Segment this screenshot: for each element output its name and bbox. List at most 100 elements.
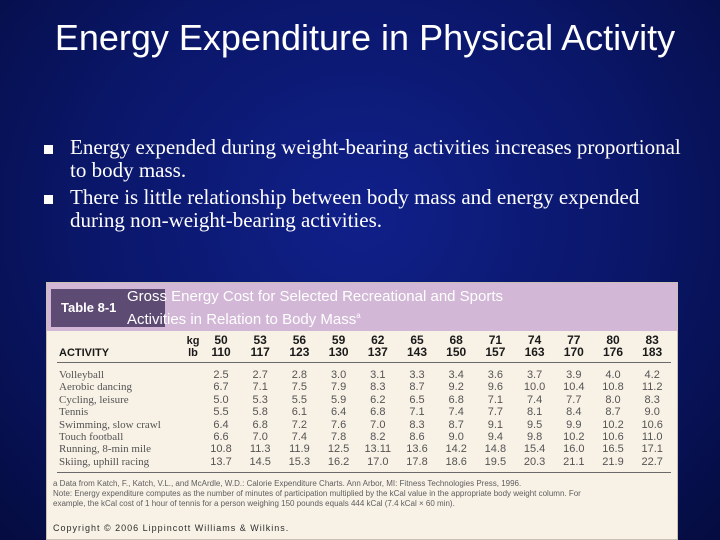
kcal-value: 17.8 xyxy=(406,455,428,468)
energy-cost-table: Table 8-1 Gross Energy Cost for Selected… xyxy=(46,282,678,540)
kcal-value: 9.1 xyxy=(487,418,504,431)
kcal-value: 15.3 xyxy=(288,455,311,468)
bullet-text: There is little relationship between bod… xyxy=(70,185,640,232)
kcal-value: 8.2 xyxy=(370,431,386,443)
kg-header-row: kg 50 53 56 59 62 65 68 71 74 77 80 83 xyxy=(47,333,677,347)
kcal-value: 7.4 xyxy=(291,431,308,443)
kcal-value: 18.6 xyxy=(445,455,467,468)
kcal-value: 4.2 xyxy=(644,369,660,381)
kcal-value: 8.0 xyxy=(605,393,621,406)
kcal-value: 7.4 xyxy=(448,406,464,419)
square-bullet-icon xyxy=(44,195,53,204)
activity-name: Volleyball xyxy=(59,369,105,381)
activity-name: Swimming, slow crawl xyxy=(59,418,161,431)
kcal-value: 6.7 xyxy=(213,381,229,394)
kcal-value: 8.7 xyxy=(448,418,464,431)
copyright-text: Copyright © 2006 Lippincott Williams & W… xyxy=(53,523,290,533)
kcal-value: 8.1 xyxy=(526,406,543,419)
kcal-value: 17.0 xyxy=(367,455,389,468)
kcal-value: 20.3 xyxy=(523,455,546,468)
activity-name: Touch football xyxy=(59,431,124,443)
table-row: Tennis 5.5 5.8 6.1 6.4 6.8 7.1 7.4 7.7 8.1 8.4 8.7 9… xyxy=(47,406,677,419)
table-note: a Data from Katch, F., Katch, V.L., and … xyxy=(53,479,522,488)
lb-value: 157 xyxy=(485,345,506,359)
kg-value: 68 xyxy=(449,333,463,347)
kcal-value: 9.2 xyxy=(448,381,464,394)
lb-value: 150 xyxy=(446,345,467,359)
kcal-value: 13.11 xyxy=(364,443,392,456)
activity-name: Aerobic dancing xyxy=(59,381,132,394)
bullet-list: Energy expended during weight-bearing ac… xyxy=(44,136,684,236)
kcal-value: 5.9 xyxy=(330,393,347,406)
kcal-value: 9.9 xyxy=(566,418,582,431)
kcal-value: 9.0 xyxy=(448,431,464,443)
lb-value: 130 xyxy=(328,345,349,359)
kcal-value: 6.8 xyxy=(252,418,268,431)
kcal-value: 8.7 xyxy=(409,381,425,394)
kcal-value: 10.0 xyxy=(523,381,546,394)
activity-name: Cycling, leisure xyxy=(59,393,129,406)
lb-value: 163 xyxy=(524,345,545,359)
table-title: Gross Energy Cost for Selected Recreatio… xyxy=(127,287,547,329)
kg-value: 62 xyxy=(371,333,385,347)
kg-value: 74 xyxy=(527,333,542,347)
kcal-value: 9.4 xyxy=(487,431,504,443)
kcal-value: 3.4 xyxy=(448,369,464,381)
kg-value: 80 xyxy=(606,333,620,347)
kcal-value: 14.8 xyxy=(484,443,507,456)
bullet-text: Energy expended during weight-bearing ac… xyxy=(70,135,681,182)
kcal-value: 10.2 xyxy=(563,431,585,443)
kcal-value: 12.5 xyxy=(327,443,350,456)
kcal-value: 7.0 xyxy=(370,418,386,431)
kcal-value: 6.1 xyxy=(291,406,308,419)
kcal-value: 6.6 xyxy=(213,431,229,443)
kcal-value: 7.6 xyxy=(330,418,347,431)
bullet-item: Energy expended during weight-bearing ac… xyxy=(44,136,684,182)
kcal-value: 9.0 xyxy=(644,406,660,419)
kcal-value: 10.8 xyxy=(602,381,624,394)
table-row: Touch football 6.6 7.0 7.4 7.8 8.2 8.6 9.0 9.4 9.… xyxy=(47,431,677,443)
kcal-value: 3.1 xyxy=(370,369,386,381)
table-note: example, the kCal cost of 1 hour of tenn… xyxy=(53,499,455,508)
table-rule xyxy=(57,472,671,473)
kcal-value: 6.4 xyxy=(213,418,229,431)
kcal-value: 2.7 xyxy=(252,369,268,381)
kcal-value: 14.5 xyxy=(249,455,271,468)
table-title-text: Gross Energy Cost for Selected Recreatio… xyxy=(127,288,504,328)
kcal-value: 6.5 xyxy=(409,393,425,406)
kcal-value: 8.4 xyxy=(566,406,582,419)
kcal-value: 7.5 xyxy=(291,381,308,394)
kcal-value: 6.2 xyxy=(370,393,386,406)
kcal-value: 6.8 xyxy=(448,393,464,406)
kcal-value: 6.8 xyxy=(370,406,386,419)
kcal-value: 8.3 xyxy=(644,393,660,406)
kcal-value: 5.0 xyxy=(213,393,229,406)
kcal-value: 7.2 xyxy=(291,418,308,431)
table-row: Cycling, leisure 5.0 5.3 5.5 5.9 6.2 6.5 6.8 7.1… xyxy=(47,393,677,406)
kcal-value: 16.2 xyxy=(327,455,350,468)
kcal-value: 9.5 xyxy=(526,418,543,431)
kcal-value: 5.3 xyxy=(252,393,268,406)
kcal-value: 8.3 xyxy=(370,381,386,394)
kcal-value: 16.5 xyxy=(602,443,624,456)
kcal-value: 11.2 xyxy=(641,381,663,394)
table-notes: a Data from Katch, F., Katch, V.L., and … xyxy=(53,479,671,509)
table-title-footnote-mark: a xyxy=(356,311,361,320)
kcal-value: 5.5 xyxy=(291,393,308,406)
table-note: Note: Energy expenditure computes as the… xyxy=(53,489,581,498)
kcal-value: 21.1 xyxy=(563,455,585,468)
lb-value: 176 xyxy=(602,345,624,359)
kg-value: 83 xyxy=(645,333,659,347)
kg-value: 50 xyxy=(214,333,228,347)
kcal-value: 4.0 xyxy=(605,369,621,381)
lb-value: 137 xyxy=(367,345,388,359)
kcal-value: 2.5 xyxy=(213,369,229,381)
activity-name: Tennis xyxy=(59,406,89,419)
kg-value: 56 xyxy=(292,333,307,347)
kcal-value: 6.4 xyxy=(330,406,347,419)
kcal-value: 8.7 xyxy=(605,406,621,419)
kcal-value: 5.5 xyxy=(213,406,229,419)
table-row: Volleyball 2.5 2.7 2.8 3.0 3.1 3.3 3.4 3.6 3.7 3.9… xyxy=(47,369,677,381)
kcal-value: 7.7 xyxy=(566,393,582,406)
kcal-value: 7.1 xyxy=(409,406,425,419)
